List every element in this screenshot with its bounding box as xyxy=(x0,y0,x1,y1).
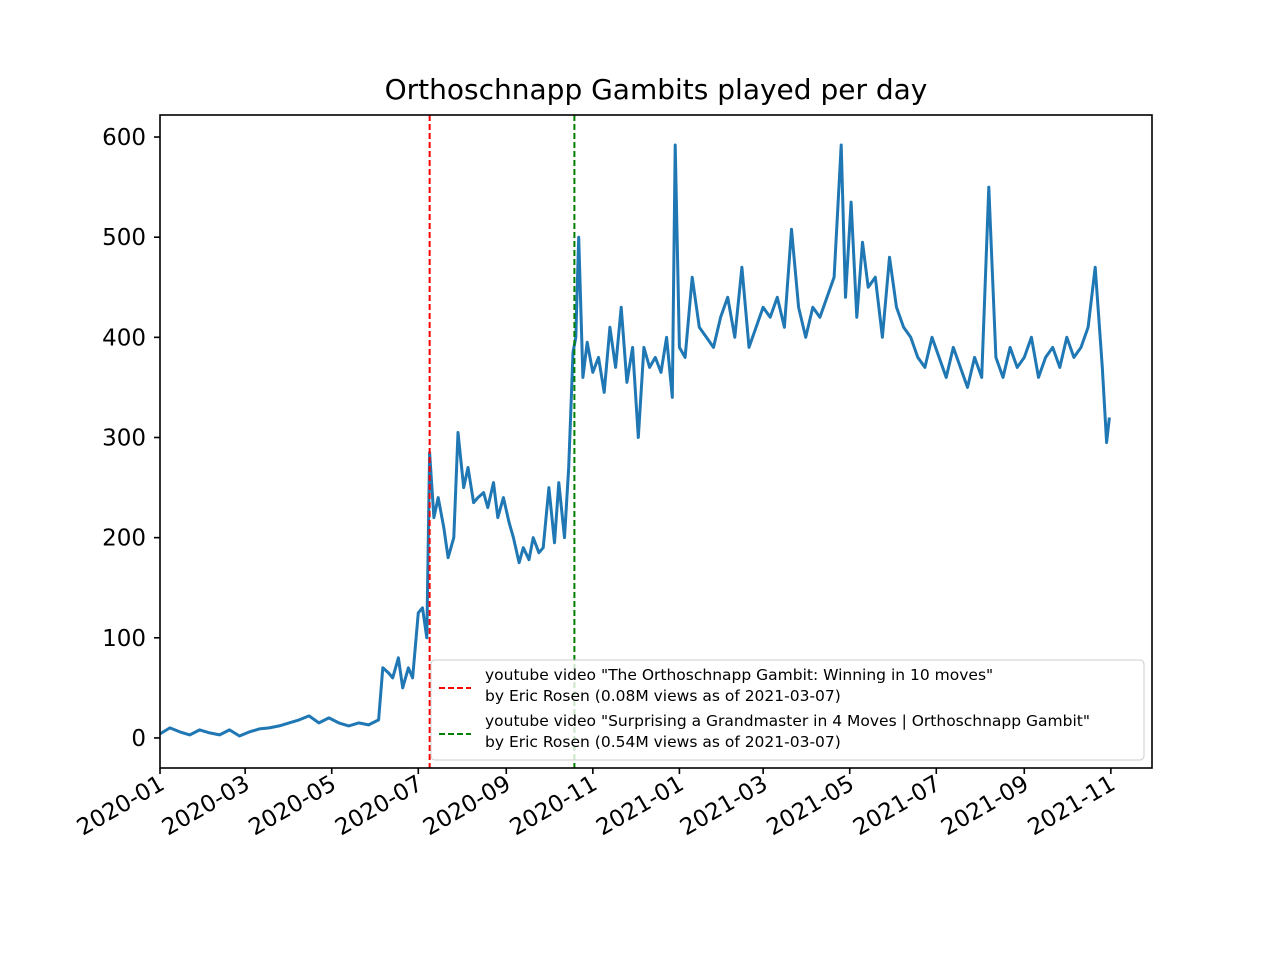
legend: youtube video "The Orthoschnapp Gambit: … xyxy=(430,659,1145,761)
y-tick-label-4: 400 xyxy=(102,325,146,351)
y-tick-label-3: 300 xyxy=(102,425,146,451)
y-tick-label-5: 500 xyxy=(102,225,146,251)
y-tick-label-6: 600 xyxy=(102,125,146,151)
chart-title: Orthoschnapp Gambits played per day xyxy=(385,73,928,106)
legend-label-0-line-0: youtube video "The Orthoschnapp Gambit: … xyxy=(485,666,993,684)
y-tick-label-2: 200 xyxy=(102,526,146,552)
series-line-0 xyxy=(159,143,1111,738)
y-tick-label-0: 0 xyxy=(131,726,146,752)
axes-frame xyxy=(159,114,1153,769)
legend-box xyxy=(430,659,1145,761)
plot-area xyxy=(159,115,1111,768)
legend-label-1-line-0: youtube video "Surprising a Grandmaster … xyxy=(485,712,1090,730)
legend-label-0-line-1: by Eric Rosen (0.08M views as of 2021-03… xyxy=(485,687,841,705)
legend-label-1-line-1: by Eric Rosen (0.54M views as of 2021-03… xyxy=(485,733,841,751)
y-tick-label-1: 100 xyxy=(102,626,146,652)
